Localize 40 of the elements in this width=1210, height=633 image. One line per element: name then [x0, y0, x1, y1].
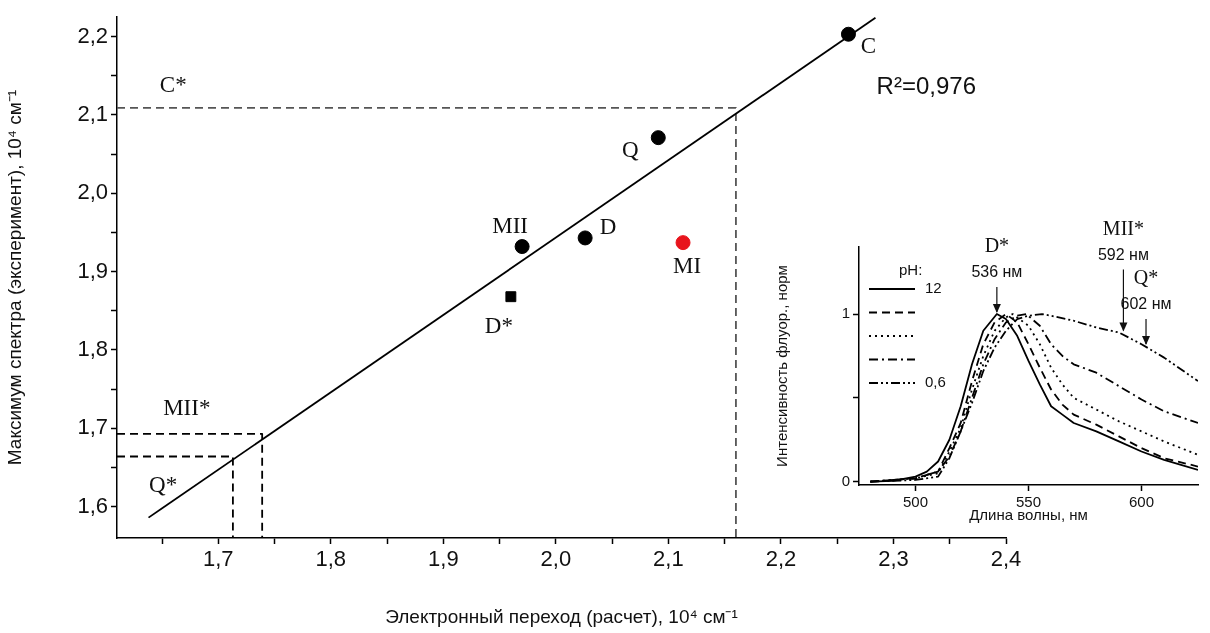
annotation: 592 нм: [1097, 245, 1149, 263]
y-tick-label: 1,9: [77, 257, 108, 283]
x-tick-label: 2,2: [765, 546, 797, 572]
x-tick-label: 1,8: [315, 546, 347, 572]
annotation: MI: [672, 252, 702, 278]
y-tick-label: 1,7: [77, 414, 108, 440]
y-tick-label: 0: [841, 471, 850, 489]
x-tick-label: 600: [1128, 493, 1155, 511]
legend-label: 0,6: [925, 373, 946, 391]
x-tick-label: 2,1: [653, 546, 684, 572]
annotation: MII*: [163, 394, 211, 420]
legend-title: pH:: [899, 261, 923, 279]
x-tick-label: 2,4: [990, 546, 1022, 572]
annotation: D*: [484, 312, 513, 338]
y-tick-label: 2,1: [77, 100, 108, 126]
x-tick-label: 2,0: [540, 546, 572, 572]
x-tick-label: 1,9: [428, 546, 459, 572]
y-tick-label: 1: [841, 304, 850, 322]
annotation: D: [599, 213, 617, 239]
y-tick-label: 1,6: [77, 492, 108, 518]
annotation: C: [860, 33, 877, 59]
x-tick-label: 2,3: [878, 546, 909, 572]
x-tick-label: 500: [902, 493, 929, 511]
annotation: Q*: [149, 471, 178, 497]
y-axis-title: Интенсивность флуор., норм: [773, 265, 791, 467]
annotation: 536 нм: [971, 263, 1023, 281]
annotation: D*: [984, 234, 1010, 257]
y-tick-label: 2,0: [77, 179, 108, 205]
y-tick-label: 2,2: [77, 22, 108, 48]
annotation: C*: [159, 71, 187, 97]
annotation: Q*: [1133, 266, 1159, 289]
annotation: R²=0,976: [876, 71, 976, 99]
y-axis-title: Максимум спектра (эксперимент), 10⁴ см⁻¹: [3, 89, 25, 466]
x-tick-label: 1,7: [202, 546, 234, 572]
annotation: Q: [621, 136, 639, 162]
y-tick-label: 1,8: [77, 336, 108, 362]
legend-label: 12: [925, 279, 942, 297]
x-axis-title: Электронный переход (расчет), 10⁴ см⁻¹: [385, 605, 738, 627]
text: MII*: [1102, 216, 1144, 239]
annotation: MII: [492, 212, 528, 238]
